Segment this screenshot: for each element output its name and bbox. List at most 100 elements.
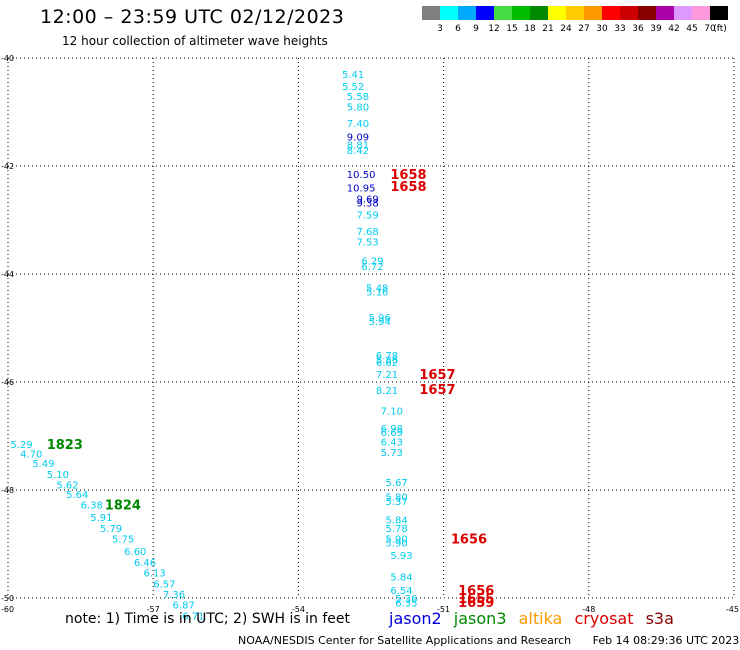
- wave-height-value: 6.71: [182, 611, 204, 622]
- pass-time-label: 1659: [458, 596, 494, 611]
- wave-height-value: 5.84: [390, 572, 412, 583]
- legend-label: 15: [506, 24, 517, 34]
- wave-height-value: 6.43: [381, 437, 403, 448]
- wave-height-value: 8.42: [347, 146, 369, 157]
- wave-height-value: 6.29: [361, 257, 383, 268]
- wave-height-value: 6.38: [81, 501, 103, 512]
- legend-label: 45: [686, 24, 697, 34]
- legend-swatch: [476, 6, 494, 20]
- wave-height-value: 5.37: [386, 497, 408, 508]
- legend-label: 3: [437, 24, 443, 34]
- footer: NOAA/NESDIS Center for Satellite Applica…: [238, 634, 740, 647]
- lat-tick-label: -48: [1, 486, 14, 495]
- footer-timestamp: Feb 14 08:29:36 UTC 2023: [592, 634, 740, 647]
- wave-height-value: 5.52: [342, 82, 364, 93]
- wave-height-value: 6.46: [134, 558, 156, 569]
- legend-label: 39: [650, 24, 662, 34]
- lat-tick-label: -44: [1, 270, 14, 279]
- page-title: 12:00 – 23:59 UTC 02/12/2023: [40, 6, 345, 28]
- lon-tick-label: -57: [147, 605, 160, 614]
- wave-height-value: 7.59: [356, 211, 378, 222]
- wave-height-value: 5.29: [10, 440, 32, 451]
- lat-tick-label: -50: [1, 594, 14, 603]
- lon-tick-label: -48: [582, 605, 595, 614]
- wave-height-value: 5.64: [66, 490, 88, 501]
- pass-time-label: 1657: [419, 368, 455, 383]
- wave-height-value: 5.93: [390, 551, 412, 562]
- wave-height-value: 9.69: [356, 194, 378, 205]
- satellite-s3a: s3a: [645, 609, 674, 628]
- wave-height-value: 5.90: [386, 535, 408, 546]
- lon-tick-label: -45: [726, 605, 739, 614]
- legend-swatch: [530, 6, 548, 20]
- wave-height-value: 10.95: [347, 184, 376, 195]
- wave-height-value: 4.70: [20, 449, 42, 460]
- legend-label: 33: [614, 24, 625, 34]
- wave-height-value: 10.50: [347, 170, 376, 181]
- wave-height-value: 5.94: [369, 317, 391, 328]
- wave-height-value: 7.53: [356, 238, 378, 249]
- wave-height-value: 5.91: [90, 513, 112, 524]
- pass-time-label: 1657: [419, 383, 455, 398]
- wave-height-value: 6.35: [395, 598, 417, 609]
- wave-height-value: 6.87: [173, 600, 195, 611]
- pass-time-label: 1658: [390, 168, 426, 183]
- legend-label: 21: [542, 24, 553, 34]
- wave-height-value: 5.84: [386, 516, 408, 527]
- satellite-jason3: jason3: [453, 609, 507, 628]
- lon-tick-label: -54: [292, 605, 305, 614]
- pass-time-label: 1656: [458, 584, 494, 599]
- wave-height-value: 5.96: [369, 313, 391, 324]
- wave-height-value: 9.09: [347, 132, 369, 143]
- legend-swatch: [602, 6, 620, 20]
- wave-height-value: 5.49: [32, 459, 54, 470]
- legend-label: 30: [596, 24, 608, 34]
- wave-height-value: 8.81: [347, 140, 369, 151]
- legend-label: 24: [560, 24, 572, 34]
- wave-height-value: 6.13: [144, 569, 166, 580]
- legend-swatch: [512, 6, 530, 20]
- wave-height-value: 5.75: [112, 535, 134, 546]
- wave-height-value: 5.67: [386, 478, 408, 489]
- page-subtitle: 12 hour collection of altimeter wave hei…: [62, 34, 328, 48]
- legend-label: 36: [632, 24, 644, 34]
- wave-height-value: 5.86: [376, 355, 398, 366]
- footer-agency: NOAA/NESDIS Center for Satellite Applica…: [238, 634, 572, 647]
- wave-height-value: 6.72: [361, 262, 383, 273]
- wave-height-value: 9.38: [356, 199, 378, 210]
- satellite-altika: altika: [518, 609, 563, 628]
- wave-height-value: 6.60: [124, 547, 146, 558]
- wave-height-value: 5.48: [366, 284, 388, 295]
- legend-swatch: [656, 6, 674, 20]
- wave-height-value: 5.80: [347, 103, 369, 114]
- note-text: note: 1) Time is in UTC; 2) SWH is in fe…: [65, 611, 351, 627]
- wave-height-value: 5.80: [386, 492, 408, 503]
- legend-label: 12: [488, 24, 499, 34]
- lon-tick-label: -60: [1, 605, 14, 614]
- lon-tick-label: -51: [437, 605, 450, 614]
- legend-swatch: [494, 6, 512, 20]
- legend-label: 70: [704, 24, 716, 34]
- wave-height-value: 5.79: [100, 524, 122, 535]
- wave-height-value: 7.36: [163, 590, 185, 601]
- legend-label: 18: [524, 24, 536, 34]
- wave-height-value: 5.36: [395, 594, 417, 605]
- wave-height-value: 7.10: [381, 407, 403, 418]
- pass-time-label: 1824: [105, 499, 141, 514]
- lat-tick-label: -42: [1, 162, 14, 171]
- wave-height-value: 5.90: [386, 538, 408, 549]
- legend-swatch: [674, 6, 692, 20]
- wave-height-value: 8.21: [376, 386, 398, 397]
- lat-tick-label: -40: [1, 54, 14, 63]
- wave-height-value: 5.41: [342, 70, 364, 81]
- legend-label: 42: [668, 24, 679, 34]
- satellite-legend: jason2 jason3 altika cryosat s3a: [389, 609, 681, 628]
- pass-time-label: 1823: [47, 438, 83, 453]
- legend-swatch: [458, 6, 476, 20]
- color-legend: 3 6 9 12 15 18 21 24 27 30 33 36 39 42 45 70(ft): [422, 6, 728, 34]
- wave-height-value: 6.57: [153, 579, 175, 590]
- legend-swatch: [620, 6, 638, 20]
- legend-label: 27: [578, 24, 589, 34]
- legend-label: 9: [473, 24, 479, 34]
